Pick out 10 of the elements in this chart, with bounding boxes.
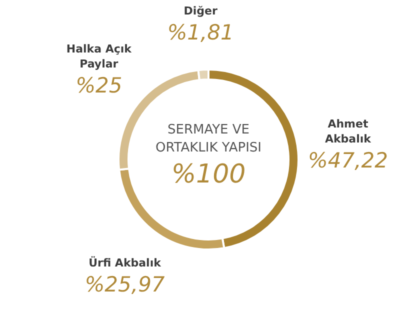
slice-label: Halka Açık Paylar xyxy=(66,42,132,70)
data-label: %25,97 xyxy=(84,272,166,297)
slice-label: Diğer xyxy=(184,4,218,18)
slice-label: Ürfi Akbalık xyxy=(88,256,162,270)
text: SERMAYE VE ORTAKLIK YAPISI xyxy=(156,122,262,156)
data-label: %1,81 xyxy=(167,20,234,45)
data-label: %25 xyxy=(76,73,122,98)
slice-label: Ahmet Akbalık xyxy=(324,117,372,146)
data-label: %47,22 xyxy=(308,148,388,172)
text: %100 xyxy=(171,160,246,190)
